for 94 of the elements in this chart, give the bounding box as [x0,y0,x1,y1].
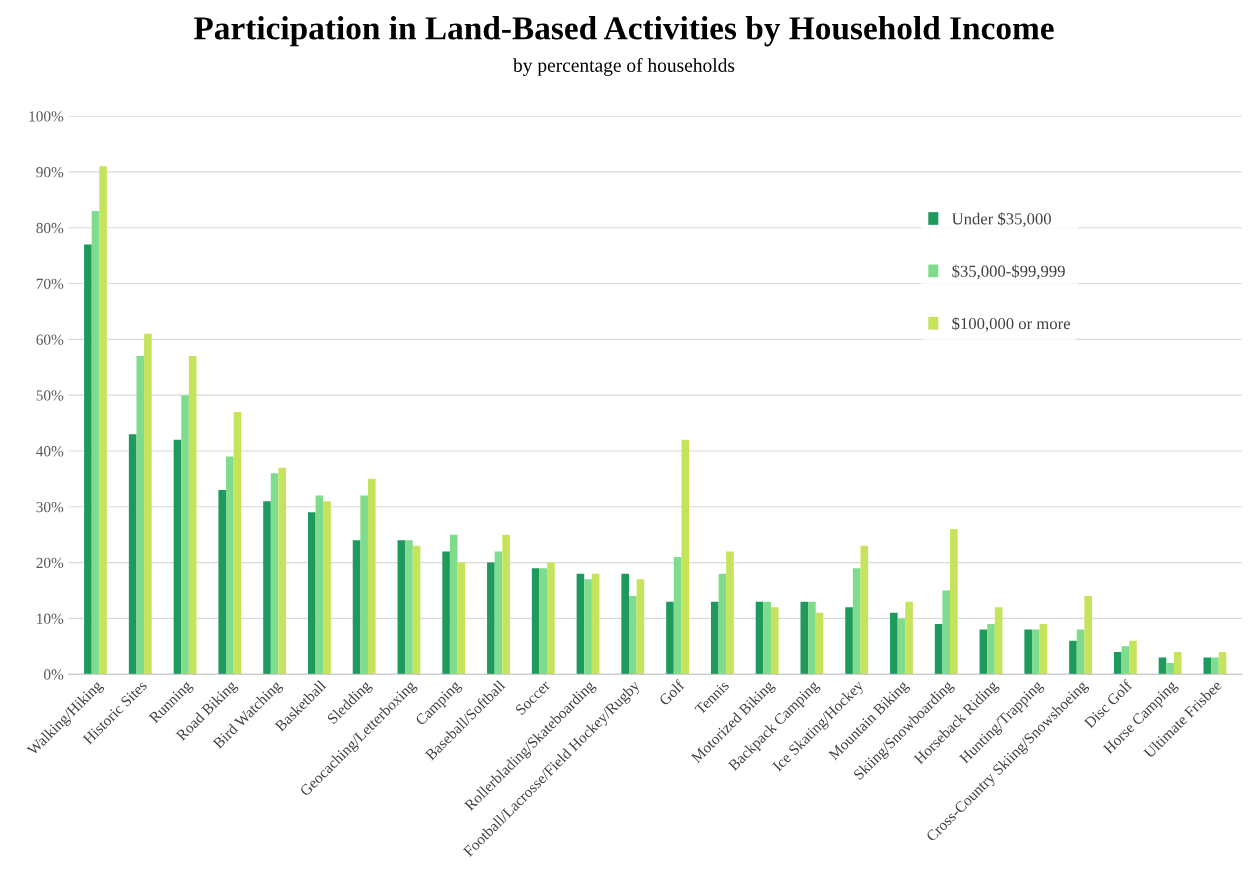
bar [718,573,727,675]
bar [979,629,988,675]
bar [494,551,503,675]
bar [539,568,548,675]
bar [352,540,361,675]
bar [845,607,853,675]
bar [666,601,674,675]
bar [99,166,107,675]
chart-title: Participation in Land-Based Activities by Household Income [193,16,1054,47]
bar [502,534,510,675]
bar [1129,640,1137,675]
bar [1024,629,1032,675]
bar [1031,629,1040,675]
bar [1203,657,1212,675]
bar [808,601,816,675]
bar [1069,640,1077,675]
legend-label: Under $35,000 [951,212,1051,227]
bar [531,568,540,675]
bar [852,568,861,675]
bar [547,562,555,675]
y-tick-label: 70% [36,278,64,290]
bar [1076,629,1085,675]
bar [1173,651,1182,675]
bar [905,601,913,675]
bar [360,495,368,675]
bar [934,623,943,675]
bar [128,434,137,675]
bar [91,210,100,675]
bar [681,439,690,675]
bar [763,601,771,675]
bar [226,456,234,675]
bar [367,478,376,675]
bar [942,590,951,675]
bar [591,573,600,675]
bar [307,512,316,675]
bar [1121,646,1130,675]
bar [1218,651,1227,675]
bar [636,579,645,675]
bar [449,534,458,675]
bar [950,529,958,675]
y-tick-label: 10% [37,613,64,624]
bar [890,612,898,675]
bar [181,395,189,675]
bar [860,545,869,675]
bar [188,356,197,675]
bar [1113,651,1122,675]
bar [629,596,637,675]
bar [673,557,682,675]
y-tick-label: 80% [36,222,64,234]
bar [1158,657,1167,675]
bar [397,540,406,675]
bar [487,562,495,675]
y-tick-label: 40% [36,446,64,457]
y-tick-label: 0% [44,669,64,680]
bar [84,244,92,675]
legend-label: $100,000 or more [952,316,1070,332]
bar [1166,663,1174,675]
bar [800,601,809,675]
bar [278,467,287,675]
bar [233,411,242,675]
bar [584,579,592,675]
bar [770,607,779,675]
bar [263,501,271,675]
bar [1211,657,1219,675]
bar [576,573,585,675]
bar [442,551,450,675]
y-tick-label: 90% [36,167,64,178]
bar [987,623,995,675]
bar [405,540,413,675]
bar [897,618,906,675]
bar [315,495,324,675]
y-tick-label: 30% [36,501,64,513]
y-tick-label: 100% [29,111,64,122]
y-tick-label: 50% [36,390,64,401]
chart-subtitle: by percentage of households [513,58,735,76]
bar [412,545,421,675]
y-tick-label: 20% [36,557,64,569]
bar [815,612,824,675]
bar [136,356,145,675]
bar [173,439,182,675]
bar [710,601,719,675]
bar [457,562,466,675]
bar [755,601,764,675]
bar [994,607,1003,675]
bar [1039,623,1048,675]
y-tick-label: 60% [36,334,64,345]
bar [144,333,152,675]
bar [1084,596,1092,675]
bar [270,473,279,675]
bar [323,501,331,675]
bar [218,490,227,675]
bar [726,551,734,675]
bar [621,573,630,675]
legend-label: $35,000-$99,999 [952,264,1065,280]
